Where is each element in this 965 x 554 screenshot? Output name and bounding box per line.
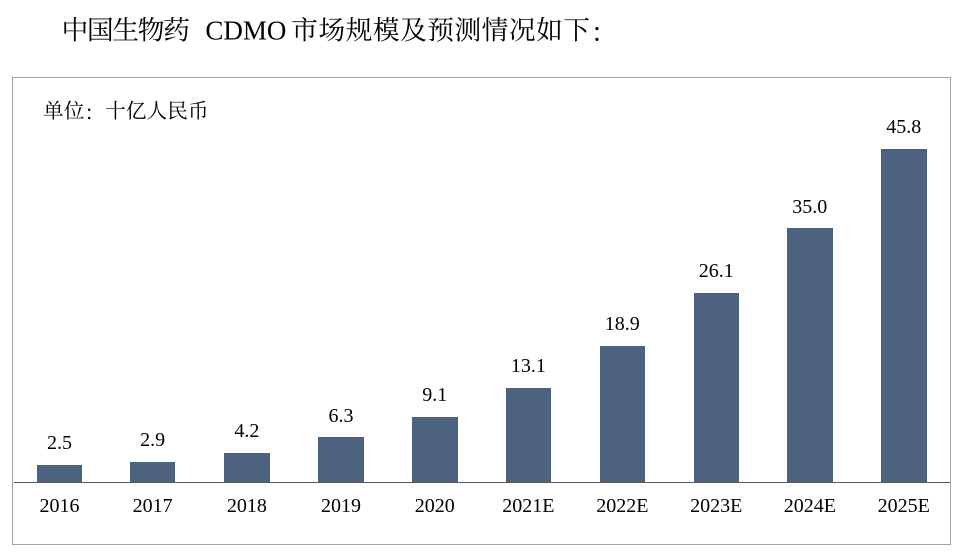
svg-text:CDMO: CDMO: [205, 15, 286, 45]
